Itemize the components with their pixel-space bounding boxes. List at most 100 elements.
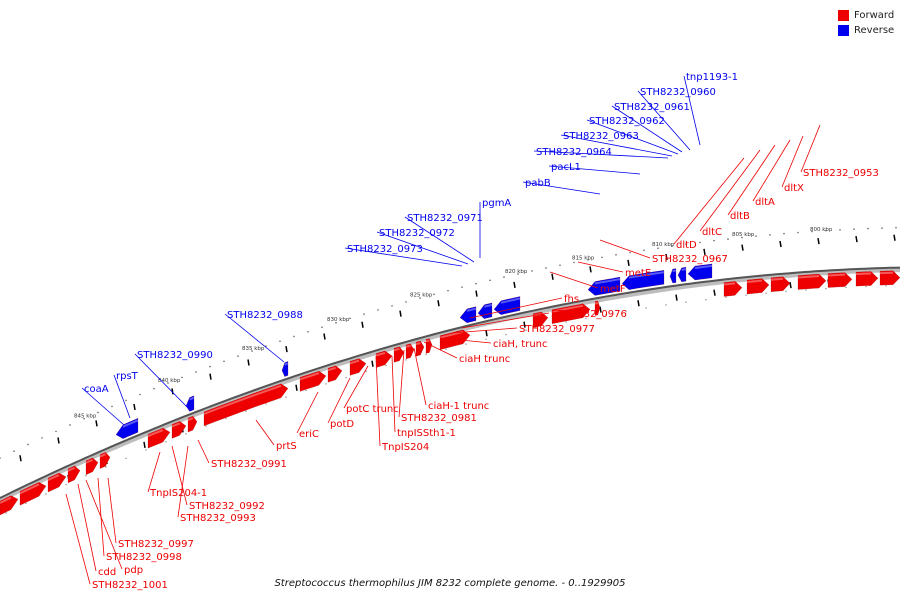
scale-dot (83, 417, 85, 420)
scale-label: 805 kbp (732, 232, 755, 238)
lower-dot (665, 304, 667, 306)
fwd-label-eric-leader (296, 391, 319, 434)
scale-dot (629, 251, 631, 254)
scale-dot (195, 371, 197, 373)
forward-gene-arrow (415, 340, 425, 357)
lower-dot (105, 466, 107, 468)
rev-label-rpst: rpsT (116, 371, 139, 382)
fwd-label-sth8232-0977-leader (451, 327, 518, 334)
forward-gene-arrow-shine (203, 384, 282, 415)
rev-label-rpst-leader (113, 374, 131, 419)
scale-dot (727, 238, 729, 240)
lower-tick (523, 321, 526, 328)
fwd-label-dltc: dltC (702, 227, 722, 238)
fwd-label-potc-trunc: potC trunc (346, 404, 399, 415)
lower-tick (295, 384, 298, 391)
scale-dot (265, 345, 267, 347)
fwd-label-tnpis204-1-leader (147, 451, 161, 493)
fwd-label-sth8232-0991: STH8232_0991 (211, 459, 287, 470)
fwd-label-pdp-leader (85, 479, 123, 570)
reverse-gene-arrow-shine (484, 303, 493, 308)
fwd-label-pdp: pdp (124, 565, 143, 576)
fwd-label-tnpissth1-1: tnpISSth1-1 (397, 428, 456, 439)
forward-gene-arrow (203, 383, 289, 427)
forward-gene-arrow (797, 273, 827, 290)
forward-gene-arrow-shine (415, 342, 421, 346)
forward-gene-arrow-shine (299, 372, 320, 381)
scale-dot (783, 232, 785, 235)
fwd-label-dltc-leader (699, 149, 761, 232)
lower-dot (65, 484, 67, 486)
lower-dot (165, 441, 167, 443)
scale-label: 825 kbp (410, 293, 433, 299)
scale-dot (55, 430, 57, 433)
scale-dot (391, 305, 393, 307)
forward-gene-arrow-shine (405, 344, 411, 348)
reverse-gene-arrow-shine (594, 278, 621, 285)
upper-tick (437, 300, 440, 307)
upper-tick (247, 359, 250, 366)
forward-gene-arrow-shine (99, 453, 106, 458)
lower-dot (605, 313, 607, 316)
upper-tick (361, 321, 364, 328)
scale-dot (223, 360, 225, 363)
lower-dot (425, 353, 427, 356)
rev-label-sth8232-0960-leader (637, 90, 691, 151)
scale-dot (489, 279, 491, 282)
fwd-label-dltb: dltB (730, 211, 750, 222)
fwd-label-sth8232-0993-leader (177, 445, 189, 518)
reverse-gene-arrow (621, 270, 665, 290)
fwd-label-sth8232-0991-leader (197, 439, 210, 464)
lower-dot (525, 329, 527, 331)
lower-dot (405, 359, 407, 361)
reverse-gene-arrow (493, 296, 521, 316)
lower-dot (205, 425, 207, 427)
scale-dot (867, 227, 869, 230)
rev-label-sth8232-0973-leader (344, 247, 463, 267)
lower-dot (805, 289, 807, 291)
scale-dot (307, 330, 309, 333)
upper-tick (133, 403, 136, 411)
scale-dot (363, 313, 365, 315)
forward-gene-arrow (187, 415, 198, 433)
fwd-label-dltx-leader (781, 135, 804, 188)
scale-dot (41, 437, 43, 439)
forward-gene-arrow (594, 300, 601, 316)
scale-dot (755, 235, 757, 237)
rev-label-sth8232-0972: STH8232_0972 (379, 228, 455, 239)
forward-gene-arrow-shine (375, 351, 386, 357)
reverse-gene-arrow (669, 268, 677, 284)
scale-dot (153, 387, 155, 390)
scale-dot (251, 350, 253, 352)
legend: Forward Reverse (838, 8, 894, 38)
legend-reverse-label: Reverse (854, 25, 895, 36)
fwd-label-sth8232-0992-leader (171, 445, 188, 506)
scale-dot (601, 256, 603, 259)
scale-dot (559, 264, 561, 266)
forward-gene-arrow (879, 270, 900, 286)
fwd-label-tnpis204-leader (375, 355, 381, 447)
lower-dot (825, 287, 827, 290)
forward-gene-arrow-shine (47, 474, 60, 481)
fwd-label-dlta: dltA (755, 197, 775, 208)
fwd-label-ciah-1-trunc-leader (413, 347, 427, 406)
upper-tick (323, 333, 326, 340)
scale-dot (125, 399, 127, 402)
fwd-label-metf: metF (600, 284, 626, 295)
upper-tick (703, 248, 706, 256)
genome-backbone (0, 266, 900, 500)
fwd-label-sth8232-0953-leader (800, 124, 821, 173)
scale-dot (433, 293, 435, 296)
fwd-label-mete: metE (625, 268, 651, 279)
fwd-label-dltx: dltX (784, 183, 804, 194)
upper-tick (817, 238, 820, 245)
upper-tick (399, 310, 402, 317)
fwd-label-sth8232-0981: STH8232_0981 (401, 413, 477, 424)
lower-dot (505, 333, 507, 336)
scale-dot (279, 340, 281, 342)
scale-dot (27, 443, 29, 446)
scale-dot (181, 376, 183, 379)
scale-label: 830 kbp (327, 317, 350, 323)
scale-dot (615, 254, 617, 256)
forward-gene-arrow (67, 465, 81, 484)
